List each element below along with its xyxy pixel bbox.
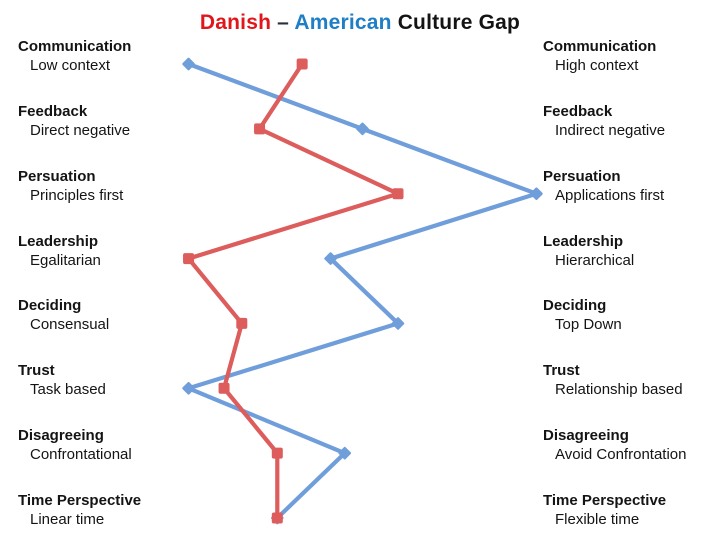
row-label-right-leadership: Leadership Hierarchical bbox=[543, 232, 634, 270]
dimension-name: Persuation bbox=[18, 167, 96, 185]
row-label-right-feedback: Feedback Indirect negative bbox=[543, 102, 665, 140]
danish-data-marker bbox=[218, 382, 230, 394]
dimension-name: Deciding bbox=[18, 297, 82, 315]
dimension-name: Time Perspective bbox=[18, 492, 142, 509]
trait-left: Low context bbox=[30, 57, 111, 74]
row-label-left-feedback: Feedback Direct negative bbox=[18, 102, 130, 140]
american-data-marker bbox=[182, 57, 195, 71]
trait-right: Top Down bbox=[555, 316, 622, 334]
trait-left: Egalitarian bbox=[30, 251, 101, 269]
trait-right: Indirect negative bbox=[555, 121, 666, 139]
danish-data-marker bbox=[296, 58, 308, 70]
american-data-marker bbox=[338, 446, 352, 460]
trait-right: Hierarchical bbox=[555, 251, 635, 269]
row-label-right-deciding: Deciding Top Down bbox=[543, 296, 622, 334]
row-label-left-persuation: Persuation Principles first bbox=[18, 167, 123, 205]
trait-right: Applications first bbox=[555, 186, 665, 204]
trait-left: Consensual bbox=[30, 316, 110, 334]
trait-left: Task based bbox=[30, 381, 106, 399]
trait-left: Direct negative bbox=[30, 121, 131, 139]
trait-left: Principles first bbox=[30, 186, 124, 204]
american-data-marker bbox=[530, 187, 543, 201]
dimension-name: Leadership bbox=[18, 232, 99, 250]
row-label-left-trust: Trust Task based bbox=[18, 361, 106, 399]
dimension-name: Trust bbox=[543, 362, 580, 380]
trait-right: Avoid Confrontation bbox=[555, 446, 687, 464]
danish-data-marker bbox=[236, 317, 248, 329]
row-label-right-trust: Trust Relationship based bbox=[543, 361, 683, 399]
title-american: American bbox=[294, 11, 392, 34]
dimension-name: Deciding bbox=[543, 297, 607, 315]
dimension-name: Disagreeing bbox=[543, 427, 629, 445]
american-data-marker bbox=[391, 317, 405, 330]
dimension-name: Leadership bbox=[543, 232, 624, 250]
danish-data-marker bbox=[183, 253, 195, 265]
title-rest: Culture Gap bbox=[397, 11, 521, 34]
row-label-right-time-perspective: Time Perspective Flexible time bbox=[543, 491, 666, 529]
american-data-marker bbox=[356, 122, 369, 136]
danish-series-line bbox=[186, 61, 401, 521]
row-label-left-leadership: Leadership Egalitarian bbox=[18, 232, 101, 270]
danish-data-marker bbox=[254, 123, 266, 135]
row-label-left-communication: Communication Low context bbox=[18, 37, 131, 75]
dimension-name: Communication bbox=[543, 38, 657, 55]
chart-title: Danish – American Culture Gap bbox=[0, 11, 720, 35]
danish-data-marker bbox=[392, 188, 404, 200]
row-label-left-deciding: Deciding Consensual bbox=[18, 296, 109, 334]
title-dash: – bbox=[277, 11, 290, 34]
row-label-right-persuation: Persuation Applications first bbox=[543, 167, 664, 205]
row-label-right-disagreeing: Disagreeing Avoid Confrontation bbox=[543, 426, 686, 464]
trait-left: Linear time bbox=[30, 511, 105, 528]
dimension-name: Trust bbox=[18, 362, 55, 380]
title-danish: Danish bbox=[199, 11, 272, 34]
trait-right: High context bbox=[555, 57, 639, 74]
row-label-left-disagreeing: Disagreeing Confrontational bbox=[18, 426, 132, 464]
dimension-name: Feedback bbox=[18, 102, 88, 120]
american-series-line bbox=[186, 61, 539, 521]
dimension-name: Time Perspective bbox=[543, 492, 667, 509]
trait-right: Flexible time bbox=[555, 511, 640, 528]
dimension-name: Disagreeing bbox=[18, 427, 104, 445]
trait-right: Relationship based bbox=[555, 381, 683, 399]
danish-data-marker bbox=[271, 512, 283, 524]
trait-left: Confrontational bbox=[30, 446, 132, 464]
american-data-marker bbox=[182, 381, 195, 395]
dimension-name: Feedback bbox=[543, 102, 613, 120]
dimension-name: Communication bbox=[18, 38, 132, 55]
dimension-name: Persuation bbox=[543, 167, 621, 185]
row-label-left-time-perspective: Time Perspective Linear time bbox=[18, 491, 141, 529]
american-data-marker bbox=[324, 252, 337, 265]
row-label-right-communication: Communication High context bbox=[543, 37, 656, 75]
danish-data-marker bbox=[271, 447, 283, 459]
